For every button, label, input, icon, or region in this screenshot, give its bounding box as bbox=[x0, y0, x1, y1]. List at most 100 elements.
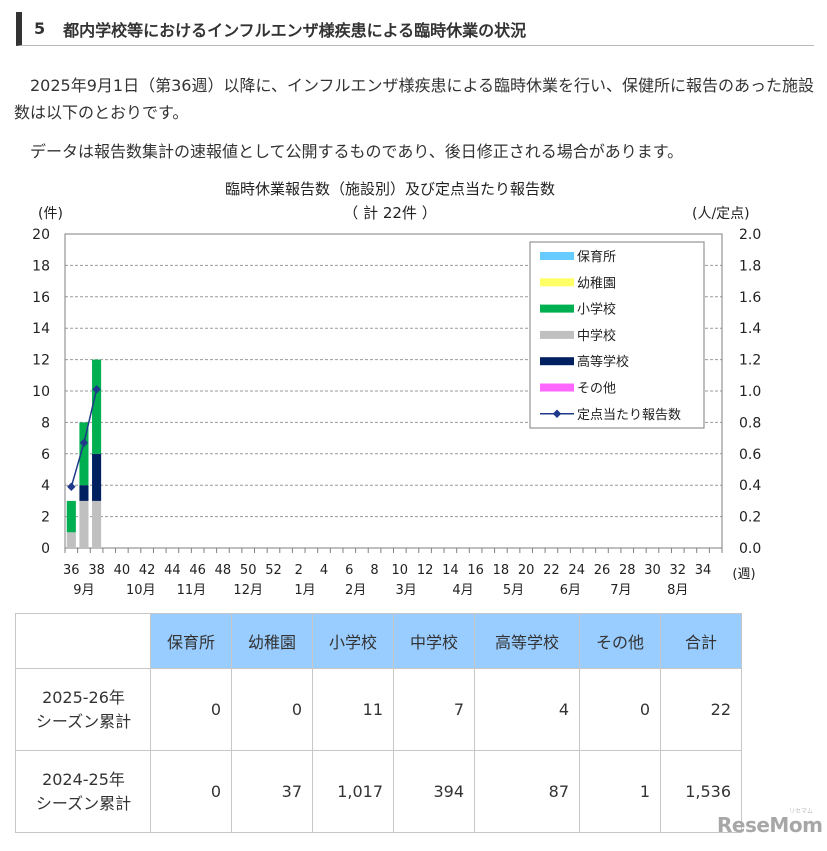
row-label-cumulative: シーズン累計 bbox=[35, 711, 132, 731]
x-tick-label: 8 bbox=[370, 563, 378, 578]
y2-tick-label: 0.4 bbox=[739, 478, 761, 494]
table-row: 2024-25年 シーズン累計 0 37 1,017 394 87 1 1,53… bbox=[15, 750, 742, 833]
table-cell: 0 bbox=[150, 750, 232, 833]
y2-tick-label: 2.0 bbox=[739, 227, 761, 243]
month-label: 12月 bbox=[233, 583, 263, 598]
table-cell: 0 bbox=[150, 668, 232, 751]
rate-point bbox=[79, 438, 89, 448]
month-label: 1月 bbox=[294, 583, 315, 598]
x-tick-label: 10 bbox=[392, 563, 409, 578]
y2-axis-unit-label: (人/定点) bbox=[692, 206, 750, 222]
rate-point bbox=[92, 385, 101, 394]
y-tick-label: 18 bbox=[32, 258, 50, 274]
month-label: 10月 bbox=[126, 583, 156, 598]
legend-label: 保育所 bbox=[577, 249, 616, 265]
x-tick-label: 16 bbox=[467, 563, 484, 578]
x-tick-label: 36 bbox=[63, 563, 80, 578]
table-cell: 4 bbox=[474, 668, 580, 751]
table-header-high-school: 高等学校 bbox=[474, 613, 580, 669]
x-tick-label: 44 bbox=[164, 563, 181, 578]
bar-segment bbox=[66, 532, 76, 548]
table-cell: 0 bbox=[231, 668, 313, 751]
bar-segment bbox=[92, 359, 102, 454]
closure-chart: 臨時休業報告数（施設別）及び定点当たり報告数 （ 計 22件 ） (件) (人/定点)… bbox=[0, 170, 827, 610]
x-tick-label: 32 bbox=[670, 563, 687, 578]
summary-table: 保育所 幼稚園 小学校 中学校 高等学校 その他 合計 2025-26年 シーズ… bbox=[15, 613, 742, 833]
y-tick-label: 4 bbox=[41, 478, 50, 494]
table-cell: 1,536 bbox=[660, 750, 742, 833]
y2-tick-label: 0.6 bbox=[739, 447, 761, 463]
month-label: 6月 bbox=[560, 583, 581, 598]
legend-swatch bbox=[540, 357, 574, 366]
x-tick-label: 26 bbox=[594, 563, 611, 578]
table-cell: 0 bbox=[579, 668, 661, 751]
legend-swatch bbox=[540, 330, 574, 339]
table-header-junior-high: 中学校 bbox=[393, 613, 475, 669]
resemom-logo: ReseMom bbox=[717, 813, 823, 837]
legend-label: 定点当たり報告数 bbox=[577, 408, 681, 423]
note-paragraph: データは報告数集計の速報値として公開するものであり、後日修正される場合があります… bbox=[30, 142, 684, 161]
table-cell: 7 bbox=[393, 668, 475, 751]
row-label-season: 2024-25年 bbox=[42, 769, 125, 789]
x-tick-label: 48 bbox=[215, 563, 232, 578]
legend-swatch bbox=[540, 278, 574, 287]
x-tick-label: 46 bbox=[189, 563, 206, 578]
x-tick-label: 50 bbox=[240, 563, 257, 578]
x-tick-label: 20 bbox=[518, 563, 535, 578]
x-tick-label: 14 bbox=[442, 563, 459, 578]
row-label: 2024-25年 シーズン累計 bbox=[15, 750, 151, 833]
section-title: 都内学校等におけるインフルエンザ様疾患による臨時休業の状況 bbox=[63, 20, 527, 40]
legend-swatch bbox=[540, 252, 574, 260]
x-tick-label: 22 bbox=[543, 563, 560, 578]
y2-tick-label: 0.8 bbox=[739, 415, 761, 431]
y2-tick-label: 1.4 bbox=[739, 321, 761, 337]
x-axis-unit-label: (週) bbox=[732, 567, 755, 582]
chart-subtitle: （ 計 22件 ） bbox=[343, 204, 436, 222]
section-number: 5 bbox=[34, 19, 46, 38]
y-tick-label: 14 bbox=[32, 321, 50, 337]
x-tick-label: 2 bbox=[295, 563, 303, 578]
table-cell: 22 bbox=[660, 668, 742, 751]
table-cell: 1,017 bbox=[312, 750, 394, 833]
y2-tick-label: 1.6 bbox=[739, 290, 761, 306]
row-label-cumulative: シーズン累計 bbox=[35, 793, 132, 813]
table-cell: 87 bbox=[474, 750, 580, 833]
table-cell: 394 bbox=[393, 750, 475, 833]
y-tick-label: 12 bbox=[32, 353, 50, 369]
table-header-other: その他 bbox=[579, 613, 661, 669]
table-cell: 37 bbox=[231, 750, 313, 833]
y2-tick-label: 0.0 bbox=[739, 541, 761, 557]
table-header-elementary: 小学校 bbox=[312, 613, 394, 669]
y-tick-label: 6 bbox=[41, 447, 50, 463]
month-label: 5月 bbox=[503, 583, 524, 598]
y2-tick-label: 1.0 bbox=[739, 384, 761, 400]
legend-label: 高等学校 bbox=[577, 354, 629, 370]
legend-label: その他 bbox=[577, 382, 616, 397]
y-tick-label: 0 bbox=[41, 541, 50, 557]
legend-label: 小学校 bbox=[577, 302, 616, 318]
x-tick-label: 38 bbox=[88, 563, 105, 578]
x-tick-label: 4 bbox=[320, 563, 328, 578]
y-tick-label: 8 bbox=[41, 415, 50, 431]
bar-segment bbox=[66, 500, 76, 533]
bar-segment bbox=[92, 500, 102, 548]
y2-tick-label: 1.2 bbox=[739, 353, 761, 369]
y-tick-label: 10 bbox=[32, 384, 50, 400]
month-label: 2月 bbox=[345, 583, 366, 598]
x-tick-label: 12 bbox=[417, 563, 434, 578]
month-label: 3月 bbox=[395, 583, 416, 598]
x-tick-label: 28 bbox=[619, 563, 636, 578]
resemom-logo-sub: リセマム bbox=[789, 808, 814, 815]
row-label-season: 2025-26年 bbox=[42, 687, 125, 707]
table-cell: 11 bbox=[312, 668, 394, 751]
table-header-kindergarten: 幼稚園 bbox=[231, 613, 313, 669]
legend-label: 中学校 bbox=[577, 328, 616, 344]
rate-point bbox=[67, 482, 76, 492]
bar-segment bbox=[79, 485, 89, 501]
x-tick-label: 52 bbox=[265, 563, 282, 578]
month-label: 11月 bbox=[177, 583, 207, 598]
chart-svg: 臨時休業報告数（施設別）及び定点当たり報告数 （ 計 22件 ） (件) (人/定点)… bbox=[32, 180, 761, 598]
x-tick-label: 30 bbox=[644, 563, 661, 578]
legend-label: 幼稚園 bbox=[577, 276, 616, 291]
legend-swatch bbox=[540, 383, 574, 392]
